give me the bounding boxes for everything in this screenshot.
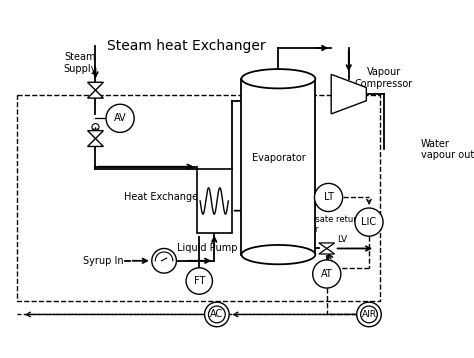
Polygon shape [88,82,103,90]
Text: LIC: LIC [362,217,376,227]
Circle shape [355,208,383,236]
Polygon shape [331,74,366,114]
Text: Steam heat Exchanger: Steam heat Exchanger [107,39,265,53]
Circle shape [152,248,176,273]
Text: Vapour
Compressor: Vapour Compressor [355,67,413,89]
Circle shape [106,104,134,132]
Text: Heat Exchanger: Heat Exchanger [124,193,202,203]
Circle shape [356,302,381,327]
Text: LV: LV [337,235,347,244]
Polygon shape [319,248,335,254]
Bar [241,79,315,255]
Ellipse shape [241,245,315,264]
Text: AIR: AIR [362,310,376,319]
Text: LT: LT [324,193,334,203]
Polygon shape [88,139,103,146]
Bar [197,169,232,233]
Text: Evaporator: Evaporator [252,153,305,163]
Text: Water
vapour out: Water vapour out [421,139,474,160]
Circle shape [313,260,341,288]
Ellipse shape [241,69,315,88]
Text: Steam
Supply: Steam Supply [63,52,96,74]
Text: AV: AV [114,113,127,123]
Bar [17,95,380,301]
Text: FT: FT [193,276,205,286]
Circle shape [314,183,343,212]
Circle shape [205,302,229,327]
Polygon shape [88,90,103,98]
Circle shape [186,268,212,294]
Text: Condensate return
to Boiler: Condensate return to Boiler [283,215,362,234]
Polygon shape [319,243,335,248]
Text: AT: AT [321,269,333,279]
Text: Syrup In: Syrup In [83,256,124,266]
Text: Liquid Pump: Liquid Pump [177,243,238,253]
Polygon shape [88,131,103,139]
Text: AC: AC [210,309,223,319]
